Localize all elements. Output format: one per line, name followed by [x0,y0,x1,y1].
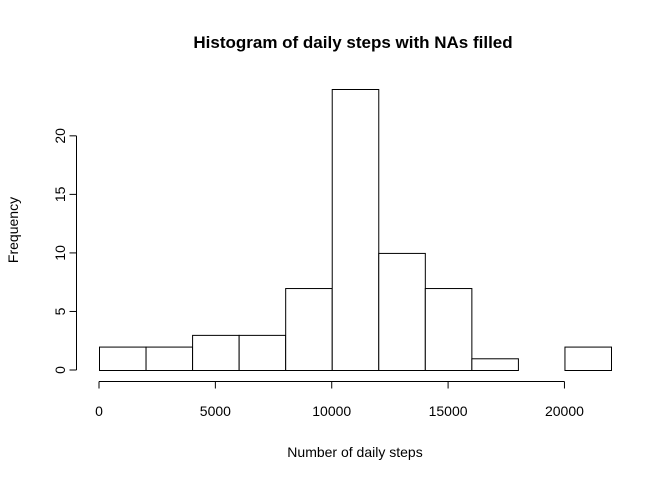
y-tick-label-3: 15 [52,186,68,202]
histogram-bar-1 [145,346,194,372]
histogram-bar-10 [564,346,612,372]
histogram-bar-6 [378,252,426,372]
y-tick-label-2: 10 [52,245,68,261]
x-tick-label-4: 20000 [545,403,584,419]
x-tick-label-0: 0 [95,403,103,419]
histogram-bar-3 [238,334,287,371]
x-tick-label-1: 5000 [200,403,231,419]
x-tick-label-3: 15000 [429,403,468,419]
histogram-bar-8 [471,358,519,371]
x-axis: 0 5000 10000 15000 20000 [95,381,584,419]
bars-group [99,89,612,372]
histogram-bar-0 [99,346,147,372]
y-axis-label: Frequency [5,197,21,263]
x-tick-label-2: 10000 [312,403,351,419]
histogram-bar-5 [331,89,380,371]
histogram-bar-2 [192,334,240,371]
y-tick-label-4: 20 [52,128,68,144]
y-axis: 0 5 10 15 20 [52,128,77,374]
y-tick-label-0: 0 [52,366,68,374]
y-tick-label-1: 5 [52,307,68,315]
chart-title: Histogram of daily steps with NAs filled [193,33,512,52]
x-axis-label: Number of daily steps [287,444,422,460]
histogram-bar-4 [285,288,333,371]
histogram-bar-7 [424,288,473,371]
